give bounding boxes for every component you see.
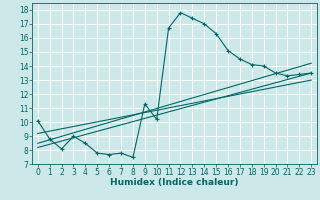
X-axis label: Humidex (Indice chaleur): Humidex (Indice chaleur) — [110, 178, 239, 187]
